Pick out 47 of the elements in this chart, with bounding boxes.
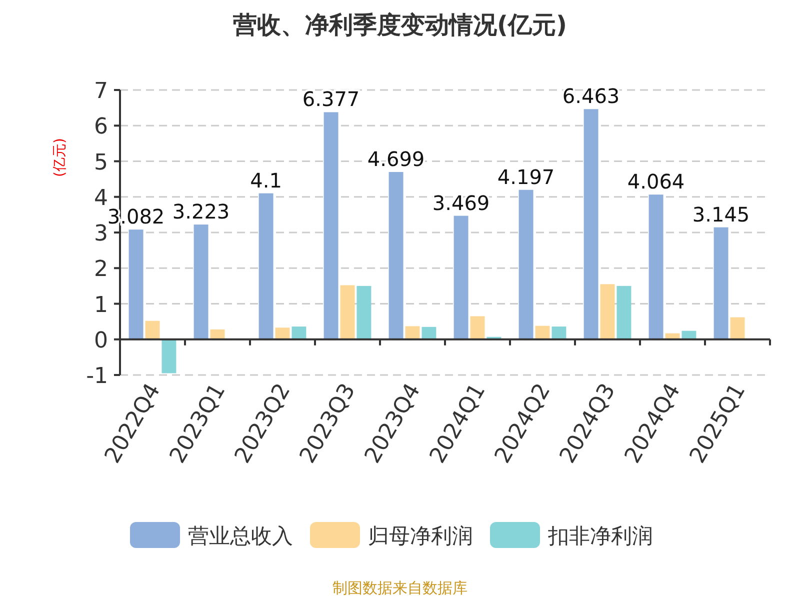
- y-tick-label: 1: [94, 292, 108, 318]
- y-tick-label: -1: [86, 364, 108, 389]
- bar: [162, 339, 176, 374]
- bar: [730, 317, 745, 340]
- y-tick-label: 0: [94, 328, 108, 354]
- data-label: 4.064: [627, 170, 685, 194]
- legend-label: 营业总收入: [188, 524, 293, 548]
- bar: [470, 316, 485, 340]
- bar: [648, 194, 664, 340]
- bar: [422, 326, 436, 340]
- bar: [405, 326, 420, 340]
- legend-label: 扣非净利润: [547, 524, 653, 548]
- bar: [616, 286, 632, 340]
- bar: [388, 172, 404, 340]
- text: 制图数据来自数据库: [332, 579, 468, 597]
- data-label: 6.377: [302, 87, 360, 112]
- data-label: 6.463: [562, 84, 620, 108]
- bar: [194, 224, 208, 340]
- bar: [714, 227, 728, 340]
- bar: [324, 112, 338, 340]
- data-label: 4.197: [497, 164, 555, 189]
- bar: [145, 320, 160, 340]
- data-label: 3.469: [432, 190, 490, 215]
- bar: [258, 193, 274, 340]
- bar: [584, 109, 598, 340]
- y-axis-title: (亿元): [52, 138, 68, 177]
- y-tick-label: 6: [94, 114, 108, 140]
- data-label: 3.223: [172, 200, 230, 224]
- y-tick-label: 3: [94, 222, 108, 246]
- data-label: 3.145: [692, 202, 750, 226]
- bar: [340, 285, 355, 340]
- bar: [292, 326, 306, 340]
- bar: [128, 230, 144, 340]
- y-tick-label: 7: [94, 79, 108, 104]
- bar: [454, 216, 468, 340]
- chart-title: 营收、净利季度变动情况(亿元): [232, 11, 567, 39]
- legend-label: 归母净利润: [368, 524, 473, 548]
- y-tick-label: 2: [94, 257, 108, 282]
- bar: [356, 286, 372, 340]
- bar: [552, 326, 566, 340]
- y-tick-label: 4: [94, 186, 108, 211]
- bar: [275, 328, 290, 340]
- data-label: 4.1: [250, 168, 282, 192]
- data-label: 4.699: [367, 146, 425, 171]
- bar: [600, 284, 615, 340]
- y-tick-label: 5: [94, 150, 108, 176]
- bar: [518, 190, 534, 340]
